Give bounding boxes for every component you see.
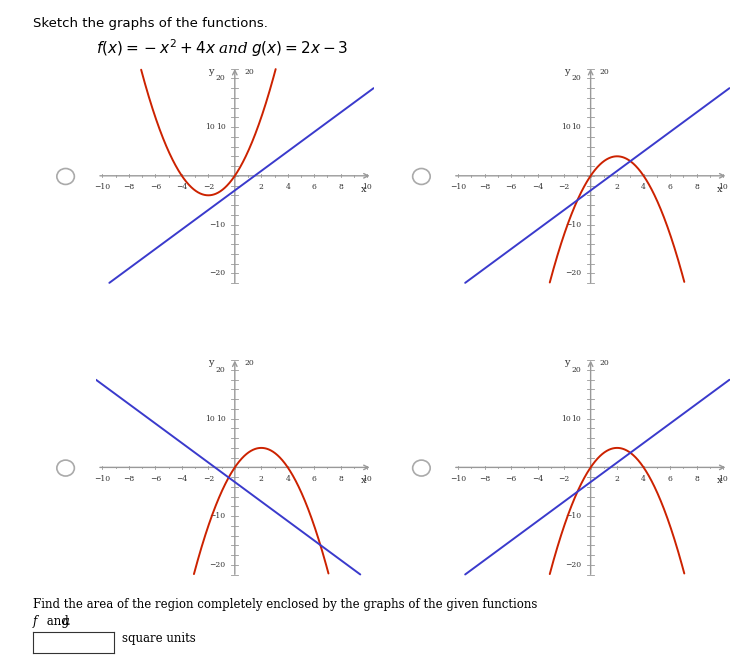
Text: 20: 20 — [572, 74, 581, 82]
Text: −2: −2 — [559, 183, 570, 191]
Text: −10: −10 — [209, 512, 226, 520]
Circle shape — [57, 460, 74, 476]
Circle shape — [413, 168, 430, 184]
Text: 20: 20 — [600, 68, 609, 76]
Text: 2: 2 — [259, 183, 264, 191]
Text: −4: −4 — [176, 475, 187, 482]
Text: −20: −20 — [565, 561, 581, 569]
Text: −4: −4 — [532, 183, 543, 191]
Text: −20: −20 — [209, 561, 226, 569]
Text: 10: 10 — [718, 475, 728, 482]
Text: 10: 10 — [572, 415, 581, 423]
Text: 20: 20 — [216, 366, 226, 374]
Text: 20: 20 — [244, 359, 254, 367]
Text: 4: 4 — [641, 183, 646, 191]
Text: y: y — [564, 358, 570, 367]
Text: 8: 8 — [338, 475, 343, 482]
Text: y: y — [209, 67, 214, 76]
Text: x: x — [360, 476, 366, 485]
Text: −8: −8 — [479, 183, 490, 191]
Text: 20: 20 — [244, 68, 254, 76]
Text: 6: 6 — [312, 475, 317, 482]
Circle shape — [413, 460, 430, 476]
Text: −8: −8 — [123, 183, 135, 191]
Text: −2: −2 — [203, 183, 214, 191]
Text: −10: −10 — [450, 183, 467, 191]
Text: g: g — [61, 615, 69, 628]
Text: 20: 20 — [600, 359, 609, 367]
Text: −10: −10 — [94, 475, 111, 482]
Text: 2: 2 — [259, 475, 264, 482]
Text: 10: 10 — [718, 183, 728, 191]
Text: −10: −10 — [209, 220, 226, 228]
Text: 10: 10 — [572, 123, 581, 131]
Text: 6: 6 — [312, 183, 317, 191]
Text: −8: −8 — [123, 475, 135, 482]
Text: Find the area of the region completely enclosed by the graphs of the given funct: Find the area of the region completely e… — [33, 598, 541, 610]
Text: 10: 10 — [363, 183, 372, 191]
Text: −20: −20 — [209, 269, 226, 277]
Text: 4: 4 — [285, 475, 290, 482]
Circle shape — [57, 168, 74, 184]
Text: 10: 10 — [205, 415, 215, 423]
Text: y: y — [564, 67, 570, 76]
Text: $f(x) = -x^2 + 4x$$\;$and$\;$$g(x) = 2x - 3$: $f(x) = -x^2 + 4x$$\;$and$\;$$g(x) = 2x … — [96, 37, 348, 58]
Text: 10: 10 — [363, 475, 372, 482]
Text: 10: 10 — [205, 123, 215, 131]
Text: −10: −10 — [450, 475, 467, 482]
Text: 10: 10 — [216, 123, 226, 131]
Text: −6: −6 — [506, 183, 517, 191]
Text: 4: 4 — [641, 475, 646, 482]
Text: 2: 2 — [615, 183, 620, 191]
Text: 10: 10 — [216, 415, 226, 423]
Text: 10: 10 — [561, 123, 570, 131]
Text: 6: 6 — [668, 183, 672, 191]
Text: −10: −10 — [565, 220, 581, 228]
Text: 4: 4 — [285, 183, 290, 191]
Text: −4: −4 — [532, 475, 543, 482]
Text: 2: 2 — [615, 475, 620, 482]
Text: −6: −6 — [150, 475, 161, 482]
Text: .: . — [67, 615, 71, 628]
Text: 8: 8 — [694, 475, 699, 482]
Text: f: f — [33, 615, 38, 628]
Text: −10: −10 — [565, 512, 581, 520]
Text: y: y — [209, 358, 214, 367]
Text: −2: −2 — [559, 475, 570, 482]
Text: 8: 8 — [694, 183, 699, 191]
Text: −2: −2 — [203, 475, 214, 482]
Text: −8: −8 — [479, 475, 490, 482]
Text: and: and — [43, 615, 72, 628]
Text: −4: −4 — [176, 183, 187, 191]
Text: −10: −10 — [94, 183, 111, 191]
Text: x: x — [360, 184, 366, 194]
Text: 6: 6 — [668, 475, 672, 482]
Text: Sketch the graphs of the functions.: Sketch the graphs of the functions. — [33, 17, 268, 29]
Text: −6: −6 — [506, 475, 517, 482]
Text: −20: −20 — [565, 269, 581, 277]
Text: 10: 10 — [561, 415, 570, 423]
Text: x: x — [716, 184, 722, 194]
Text: 20: 20 — [572, 366, 581, 374]
Text: square units: square units — [122, 632, 195, 645]
Text: 8: 8 — [338, 183, 343, 191]
Text: 20: 20 — [216, 74, 226, 82]
Text: −6: −6 — [150, 183, 161, 191]
Text: x: x — [716, 476, 722, 485]
